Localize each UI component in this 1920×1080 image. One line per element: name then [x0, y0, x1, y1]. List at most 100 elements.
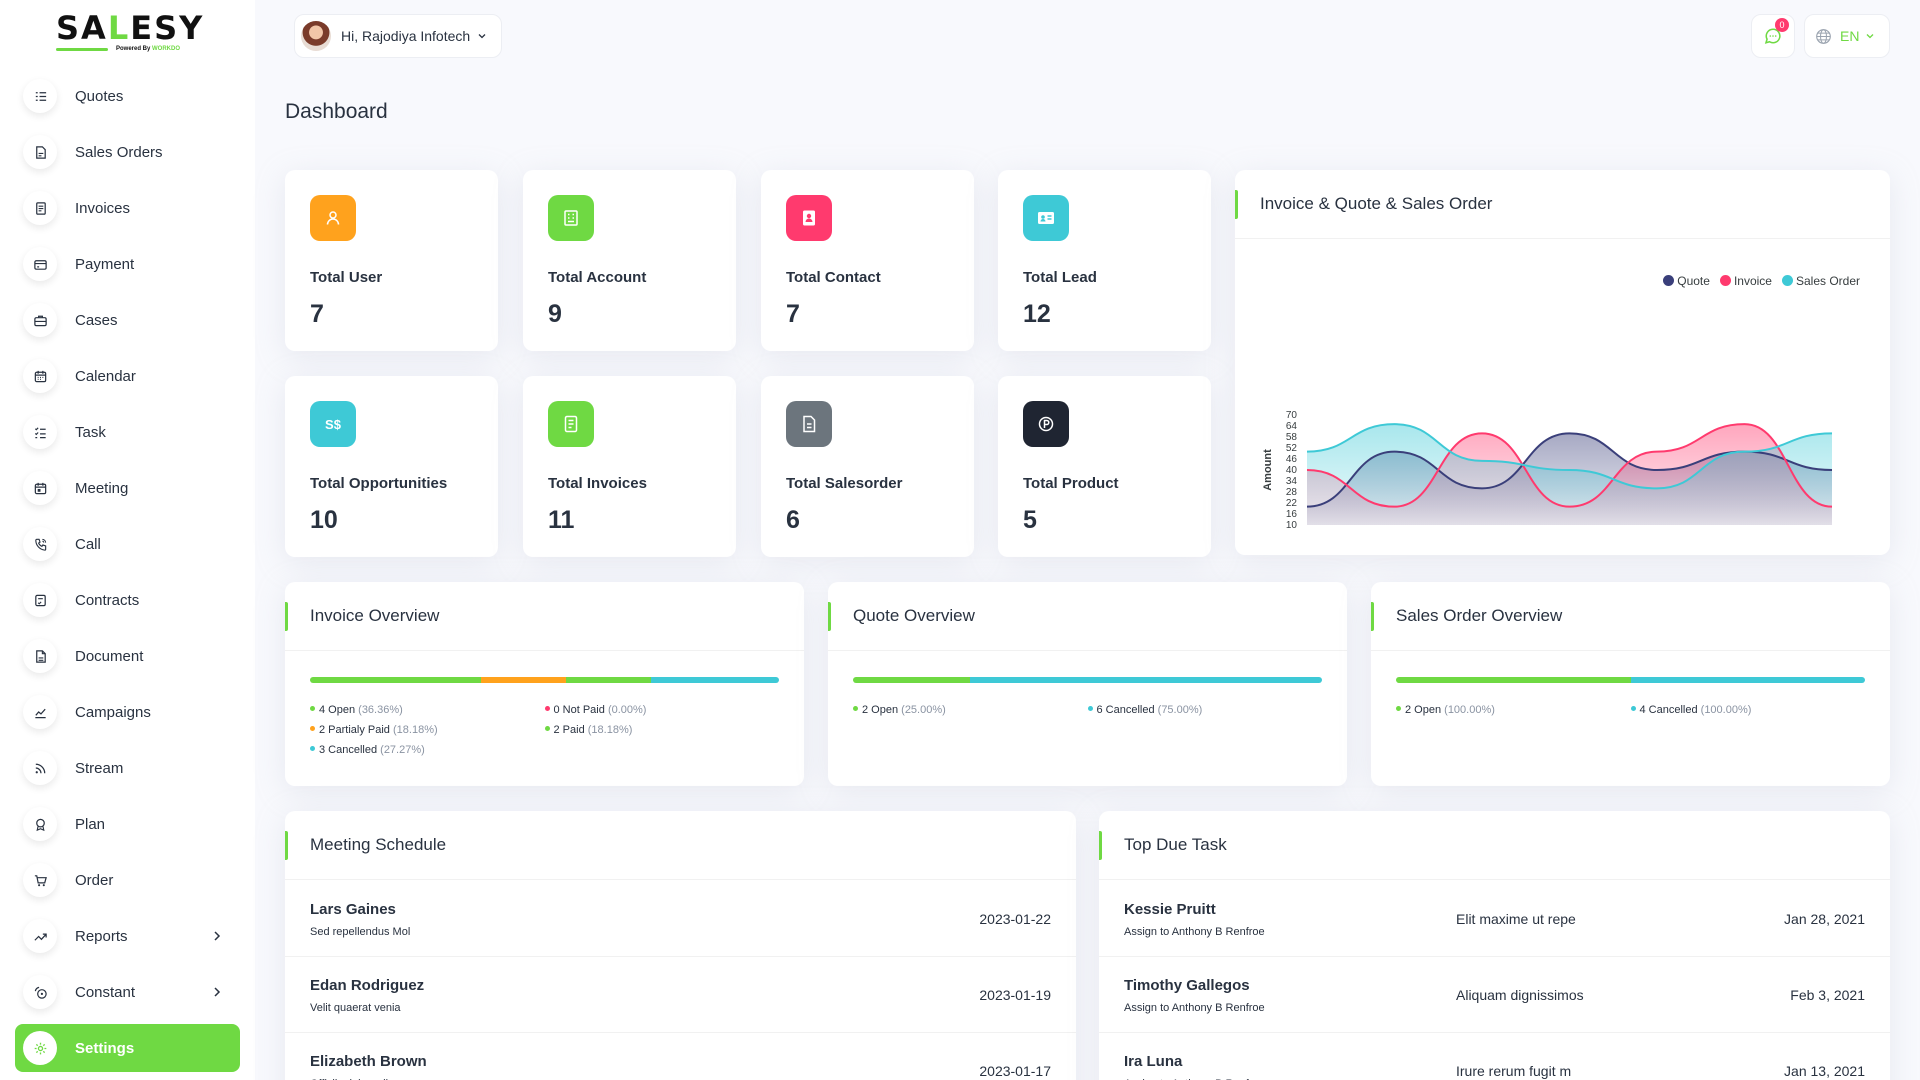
task-due-date: Jan 28, 2021	[1784, 911, 1865, 927]
status-dot	[1630, 706, 1636, 711]
id-card-icon	[1023, 195, 1069, 241]
status-dot	[310, 746, 315, 751]
meeting-subject: Velit quaerat venia	[310, 1002, 401, 1014]
x-tick-label: 15 June	[1812, 539, 1851, 540]
chat-icon	[1764, 28, 1781, 44]
meeting-date: 2023-01-22	[979, 911, 1051, 927]
overview-item-percent: (25.00%)	[901, 704, 946, 716]
overview-item-percent: (18.18%)	[587, 724, 633, 736]
meeting-row[interactable]: Elizabeth Brown Officiis dolor odio 2023-0…	[285, 1033, 1076, 1080]
user-greeting: Hi, Rajodiya Infotech	[341, 28, 471, 44]
sidebar-item-calendar[interactable]: Calendar	[15, 352, 240, 400]
sidebar-item-call[interactable]: Call	[15, 520, 240, 568]
meeting-row[interactable]: Lars Gaines Sed repellendus Mol 2023-01-22	[285, 881, 1076, 957]
chart-card: Invoice & Quote & Sales Order Quote Invoi…	[1235, 170, 1890, 555]
chart-arcs-icon	[23, 975, 57, 1009]
language-switcher[interactable]: EN	[1804, 14, 1890, 58]
sidebar-item-settings[interactable]: Settings	[15, 1024, 240, 1072]
invoice-overview-title: Invoice Overview	[310, 606, 440, 625]
task-row[interactable]: Timothy Gallegos Assign to Anthony B Renf…	[1099, 957, 1890, 1033]
legend-item[interactable]: Quote	[1663, 274, 1710, 288]
x-tick-label: 14 June	[1725, 539, 1764, 540]
notification-button[interactable]: 0	[1751, 14, 1795, 58]
top-due-task-header: Top Due Task	[1099, 811, 1890, 880]
progress-segment	[1630, 677, 1865, 683]
task-row[interactable]: Kessie Pruitt Assign to Anthony B Renfroe…	[1099, 881, 1890, 957]
meeting-schedule-title: Meeting Schedule	[310, 835, 447, 854]
y-tick-label: 52	[1286, 443, 1298, 454]
logo-tagline: Powered By WORKDO	[116, 46, 181, 52]
sidebar-item-invoices[interactable]: Invoices	[15, 184, 240, 232]
overview-item-label: 2 Open	[1405, 704, 1442, 716]
progress-segment	[853, 677, 971, 683]
task-row[interactable]: Ira Luna Assign to Anthony B Renfroe Irure…	[1099, 1033, 1890, 1080]
chevron-down-icon	[1866, 34, 1874, 39]
legend-item[interactable]: Invoice	[1719, 274, 1772, 288]
brand-logo[interactable]: SALESY Powered By WORKDO	[56, 12, 206, 58]
credit-card-icon	[23, 247, 57, 281]
sidebar-item-stream[interactable]: Stream	[15, 744, 240, 792]
file-report-icon	[23, 135, 57, 169]
sidebar-item-label: Settings	[75, 1039, 135, 1057]
sidebar-item-constant[interactable]: Constant	[15, 968, 240, 1016]
overview-item-label: 4 Open	[319, 704, 356, 716]
sidebar-item-contracts[interactable]: Contracts	[15, 576, 240, 624]
language-label: EN	[1840, 28, 1860, 44]
sales-order-overview-card: Sales Order Overview 2 Open (100.00%) 4 Ca…	[1371, 582, 1890, 786]
overview-item-percent: (36.36%)	[358, 704, 403, 716]
legend-item[interactable]: Sales Order	[1781, 274, 1860, 288]
overview-item-percent: (0.00%)	[607, 704, 647, 716]
status-dot	[1087, 706, 1093, 711]
meeting-name: Elizabeth Brown	[310, 1053, 427, 1070]
cart-icon	[23, 863, 57, 897]
sidebar-item-payment[interactable]: Payment	[15, 240, 240, 288]
trending-up-icon	[23, 919, 57, 953]
sidebar-item-document[interactable]: Document	[15, 632, 240, 680]
task-due-date: Jan 13, 2021	[1784, 1063, 1865, 1079]
x-tick-label: 11 June	[1463, 539, 1501, 540]
sales-order-overview-header: Sales Order Overview	[1371, 582, 1890, 651]
gear-icon	[23, 1031, 57, 1065]
stat-label: Total Account	[548, 269, 647, 286]
chart-line-icon	[23, 695, 57, 729]
logo-wordmark: SALESY	[56, 9, 205, 47]
sidebar-item-quotes[interactable]: Quotes	[15, 72, 240, 120]
sidebar-item-task[interactable]: Task	[15, 408, 240, 456]
y-tick-label: 70	[1286, 410, 1298, 421]
meeting-subject: Officiis dolor odio	[310, 1078, 394, 1080]
list-check-icon	[23, 415, 57, 449]
overview-item-label: 3 Cancelled	[319, 744, 378, 756]
task-title: Aliquam dignissimos	[1456, 987, 1584, 1003]
overview-item: 2 Open (25.00%)	[853, 704, 1088, 716]
globe-icon	[1816, 28, 1831, 44]
status-dot	[310, 726, 315, 731]
user-menu-button[interactable]: Hi, Rajodiya Infotech	[294, 14, 502, 58]
stat-label: Total Contact	[786, 269, 881, 286]
sidebar-item-plan[interactable]: Plan	[15, 800, 240, 848]
phone-call-icon	[23, 527, 57, 561]
sidebar-item-reports[interactable]: Reports	[15, 912, 240, 960]
sidebar-item-sales-orders[interactable]: Sales Orders	[15, 128, 240, 176]
overview-item-percent: (100.00%)	[1700, 704, 1752, 716]
legend-dot	[1719, 275, 1731, 286]
sidebar-item-order[interactable]: Order	[15, 856, 240, 904]
progress-segment	[565, 677, 652, 683]
sidebar-item-label: Campaigns	[75, 703, 151, 721]
sidebar-item-label: Call	[75, 535, 101, 553]
progress-segment	[480, 677, 566, 683]
task-assignee: Assign to Anthony B Renfroe	[1124, 926, 1265, 938]
meeting-name: Edan Rodriguez	[310, 977, 425, 994]
task-owner: Ira Luna	[1124, 1053, 1183, 1070]
sidebar-item-campaigns[interactable]: Campaigns	[15, 688, 240, 736]
meeting-row[interactable]: Edan Rodriguez Velit quaerat venia 2023-01…	[285, 957, 1076, 1033]
sales-order-overview-title: Sales Order Overview	[1396, 606, 1563, 625]
sidebar-item-cases[interactable]: Cases	[15, 296, 240, 344]
overview-item: 4 Open (36.36%)	[310, 704, 545, 716]
task-title: Irure rerum fugit m	[1456, 1063, 1572, 1079]
overview-item: 3 Cancelled (27.27%)	[310, 744, 545, 756]
stat-value: 5	[1023, 506, 1037, 534]
y-tick-label: 46	[1286, 454, 1298, 465]
quote-overview-header: Quote Overview	[828, 582, 1347, 651]
sidebar-item-meeting[interactable]: Meeting	[15, 464, 240, 512]
